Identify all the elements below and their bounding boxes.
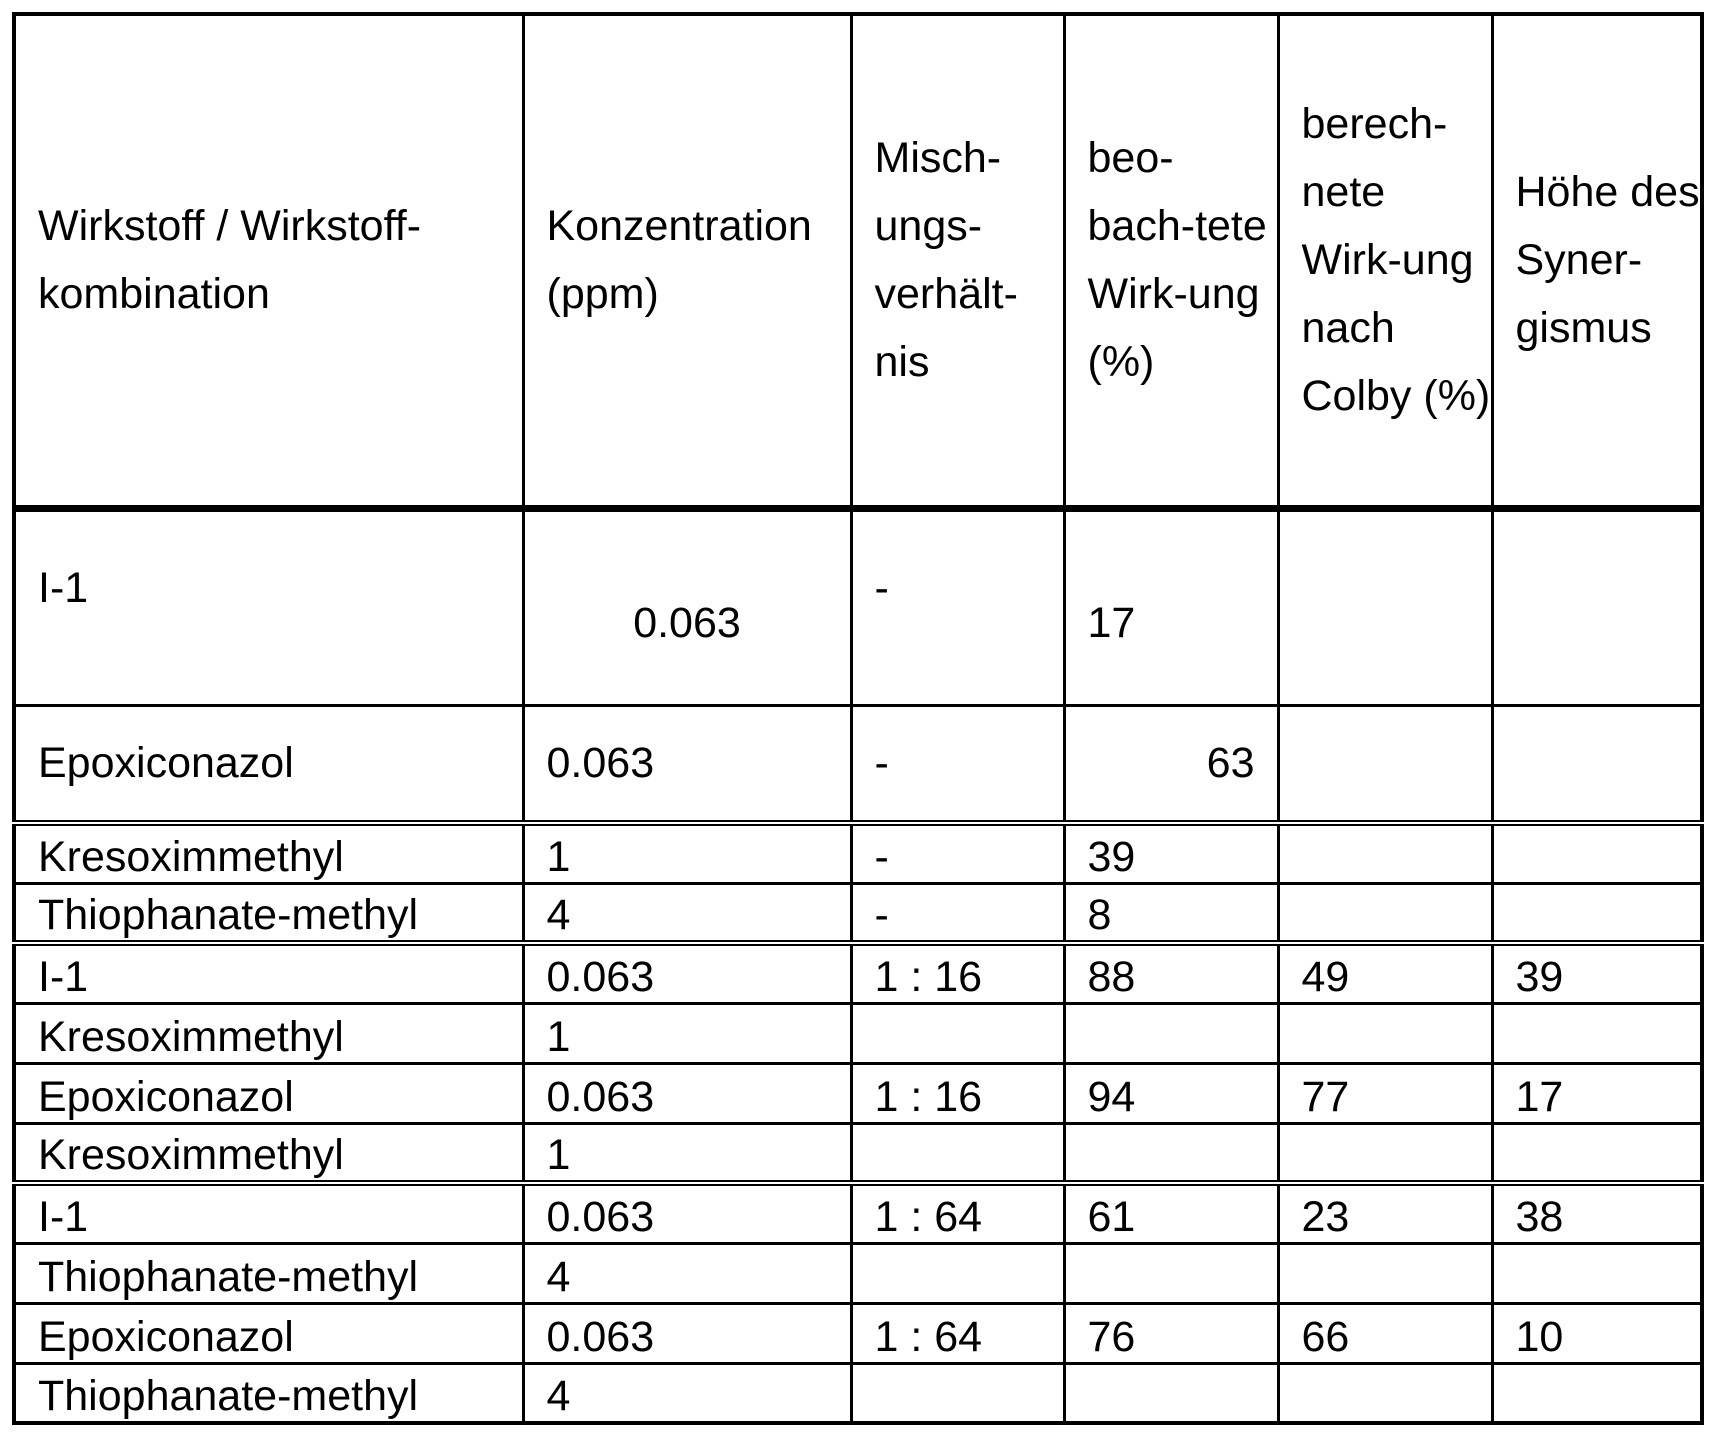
cell-observed-effect: 94 (1064, 1063, 1278, 1123)
cell-mixing-ratio: - (851, 508, 1064, 705)
cell-mixing-ratio: - (851, 705, 1064, 823)
cell-calculated-effect: 23 (1278, 1183, 1492, 1243)
table-row: I-10.0631 : 64612338 (14, 1183, 1702, 1243)
header-calculated-effect: berech-nete Wirk-ung nach Colby (%) (1278, 14, 1492, 508)
header-active-ingredient: Wirkstoff / Wirkstoff-kombination (14, 14, 523, 508)
table-row: Thiophanate-methyl4-8 (14, 883, 1702, 943)
cell-calculated-effect: 77 (1278, 1063, 1492, 1123)
cell-mixing-ratio (851, 1123, 1064, 1183)
cell-observed-effect: 76 (1064, 1303, 1278, 1363)
cell-concentration: 0.063 (523, 705, 851, 823)
cell-observed-effect (1064, 1003, 1278, 1063)
cell-mixing-ratio (851, 1243, 1064, 1303)
cell-concentration: 4 (523, 1363, 851, 1423)
header-synergism: Höhe des Syner-gismus (1492, 14, 1702, 508)
cell-synergism (1492, 1363, 1702, 1423)
cell-synergism: 38 (1492, 1183, 1702, 1243)
cell-concentration: 0.063 (523, 943, 851, 1003)
cell-synergism (1492, 1123, 1702, 1183)
cell-synergism: 39 (1492, 943, 1702, 1003)
cell-synergism (1492, 883, 1702, 943)
cell-concentration: 1 (523, 1123, 851, 1183)
cell-ingredient: Epoxiconazol (14, 1063, 523, 1123)
cell-mixing-ratio (851, 1363, 1064, 1423)
cell-calculated-effect (1278, 883, 1492, 943)
cell-ingredient: Thiophanate-methyl (14, 1363, 523, 1423)
cell-observed-effect (1064, 1243, 1278, 1303)
header-concentration: Konzentration (ppm) (523, 14, 851, 508)
cell-ingredient: Kresoximmethyl (14, 1123, 523, 1183)
cell-concentration: 4 (523, 1243, 851, 1303)
cell-mixing-ratio (851, 1003, 1064, 1063)
cell-concentration: 0.063 (523, 508, 851, 705)
cell-synergism (1492, 823, 1702, 883)
cell-observed-effect: 8 (1064, 883, 1278, 943)
cell-concentration: 4 (523, 883, 851, 943)
cell-mixing-ratio: 1 : 64 (851, 1303, 1064, 1363)
cell-concentration: 0.063 (523, 1063, 851, 1123)
table-row: I-10.0631 : 16884939 (14, 943, 1702, 1003)
cell-ingredient: Epoxiconazol (14, 1303, 523, 1363)
cell-observed-effect (1064, 1363, 1278, 1423)
cell-concentration: 0.063 (523, 1183, 851, 1243)
cell-ingredient: Kresoximmethyl (14, 823, 523, 883)
header-row: Wirkstoff / Wirkstoff-kombination Konzen… (14, 14, 1702, 508)
table-row: Kresoximmethyl1 (14, 1003, 1702, 1063)
cell-observed-effect: 39 (1064, 823, 1278, 883)
table-row: Thiophanate-methyl4 (14, 1363, 1702, 1423)
cell-calculated-effect: 66 (1278, 1303, 1492, 1363)
results-table: Wirkstoff / Wirkstoff-kombination Konzen… (12, 12, 1704, 1425)
cell-calculated-effect (1278, 1243, 1492, 1303)
table-row: Epoxiconazol0.0631 : 64766610 (14, 1303, 1702, 1363)
cell-mixing-ratio: 1 : 64 (851, 1183, 1064, 1243)
cell-ingredient: Thiophanate-methyl (14, 1243, 523, 1303)
cell-observed-effect: 63 (1064, 705, 1278, 823)
header-observed-effect: beo-bach-tete Wirk-ung (%) (1064, 14, 1278, 508)
cell-mixing-ratio: 1 : 16 (851, 943, 1064, 1003)
table-row: Epoxiconazol0.0631 : 16947717 (14, 1063, 1702, 1123)
cell-synergism (1492, 705, 1702, 823)
cell-synergism: 10 (1492, 1303, 1702, 1363)
cell-synergism (1492, 1243, 1702, 1303)
cell-ingredient: I-1 (14, 508, 523, 705)
cell-ingredient: I-1 (14, 1183, 523, 1243)
cell-synergism: 17 (1492, 1063, 1702, 1123)
cell-observed-effect: 17 (1064, 508, 1278, 705)
cell-ingredient: Kresoximmethyl (14, 1003, 523, 1063)
cell-calculated-effect (1278, 705, 1492, 823)
cell-ingredient: I-1 (14, 943, 523, 1003)
table-row: Kresoximmethyl1-39 (14, 823, 1702, 883)
table-row: Kresoximmethyl1 (14, 1123, 1702, 1183)
cell-calculated-effect: 49 (1278, 943, 1492, 1003)
table-row: I-10.063-17 (14, 508, 1702, 705)
cell-observed-effect: 61 (1064, 1183, 1278, 1243)
cell-calculated-effect (1278, 508, 1492, 705)
cell-observed-effect (1064, 1123, 1278, 1183)
cell-observed-effect: 88 (1064, 943, 1278, 1003)
cell-concentration: 0.063 (523, 1303, 851, 1363)
cell-calculated-effect (1278, 1363, 1492, 1423)
cell-calculated-effect (1278, 1003, 1492, 1063)
cell-concentration: 1 (523, 1003, 851, 1063)
cell-ingredient: Epoxiconazol (14, 705, 523, 823)
table-row: Thiophanate-methyl4 (14, 1243, 1702, 1303)
cell-mixing-ratio: - (851, 823, 1064, 883)
cell-concentration: 1 (523, 823, 851, 883)
cell-calculated-effect (1278, 1123, 1492, 1183)
cell-mixing-ratio: 1 : 16 (851, 1063, 1064, 1123)
header-mixing-ratio: Misch-ungs-verhält-nis (851, 14, 1064, 508)
cell-synergism (1492, 508, 1702, 705)
cell-synergism (1492, 1003, 1702, 1063)
cell-ingredient: Thiophanate-methyl (14, 883, 523, 943)
cell-mixing-ratio: - (851, 883, 1064, 943)
cell-calculated-effect (1278, 823, 1492, 883)
table-row: Epoxiconazol0.063-63 (14, 705, 1702, 823)
